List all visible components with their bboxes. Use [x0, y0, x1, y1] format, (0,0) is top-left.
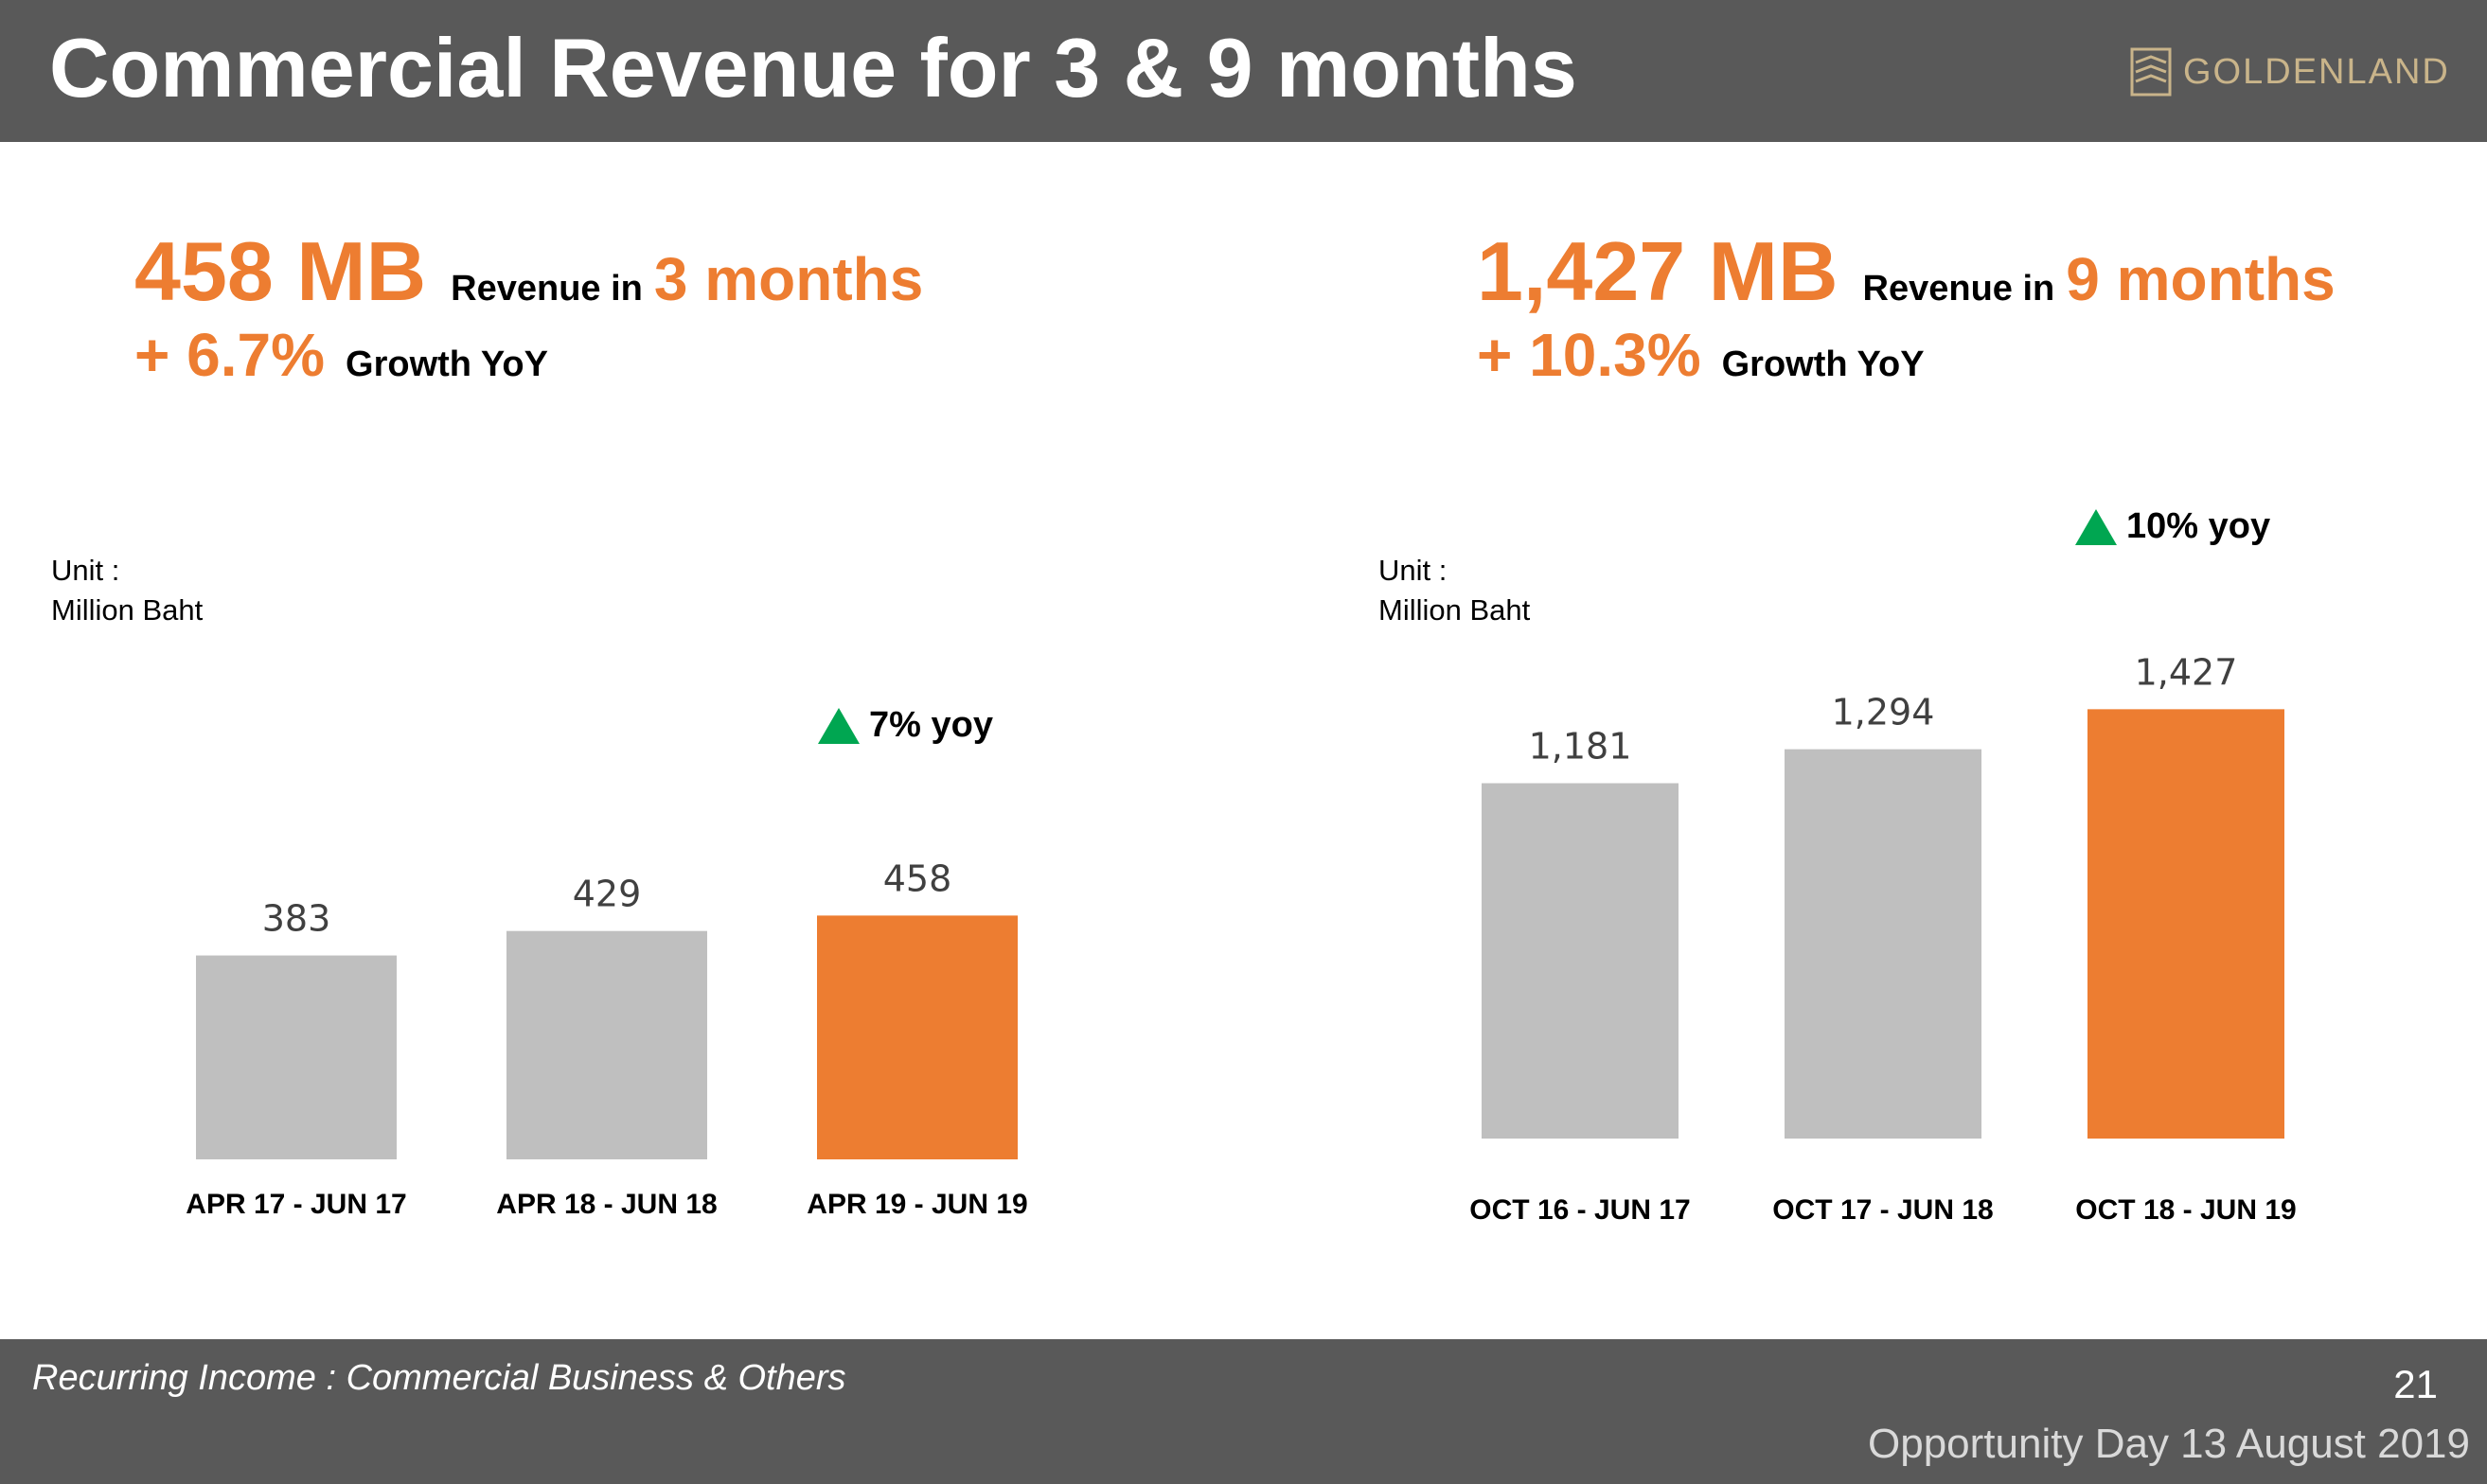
kpi-9m-label: Revenue in: [1862, 269, 2055, 309]
kpi-9m-growth-label: Growth YoY: [1721, 344, 1925, 384]
kpi-3m-growth: + 6.7%: [134, 321, 326, 389]
unit-right-line1: Unit :: [1378, 554, 1448, 587]
kpi-3-months: 458 MB Revenue in 3 months + 6.7% Growth…: [134, 223, 923, 390]
bar: [506, 930, 707, 1159]
category-label: OCT 17 - JUN 18: [1772, 1194, 1993, 1226]
footer-section-label: Recurring Income : Commercial Business &…: [32, 1358, 846, 1398]
data-label: 1,181: [1529, 726, 1632, 768]
kpi-3m-period: 3 months: [653, 245, 924, 313]
up-arrow-icon: [2075, 508, 2117, 545]
bar: [2087, 709, 2284, 1139]
category-label: APR 17 - JUN 17: [186, 1189, 406, 1220]
header-bar: Commercial Revenue for 3 & 9 months GOLD…: [0, 0, 2487, 142]
category-label: OCT 16 - JUN 17: [1469, 1194, 1690, 1226]
kpi-9m-growth: + 10.3%: [1477, 321, 1701, 389]
bar: [1785, 749, 1981, 1139]
kpi-9m-value: 1,427 MB: [1477, 224, 1839, 318]
kpi-3m-growth-label: Growth YoY: [346, 344, 548, 384]
data-label: 1,427: [2135, 651, 2238, 693]
data-label: 429: [573, 874, 642, 915]
bar: [196, 955, 397, 1159]
kpi-3m-value: 458 MB: [134, 224, 427, 318]
category-label: APR 19 - JUN 19: [807, 1189, 1027, 1220]
bar: [1482, 783, 1679, 1139]
goldenland-logo-icon: [2130, 47, 2172, 97]
yoy-indicator-left: 7% yoy: [818, 705, 993, 746]
kpi-3m-label: Revenue in: [451, 269, 643, 309]
yoy-left-text: 7% yoy: [869, 705, 993, 745]
footer-bar: Recurring Income : Commercial Business &…: [0, 1339, 2487, 1484]
up-arrow-icon: [818, 707, 860, 744]
bar-chart-1: 383 APR 17 - JUN 17 429 APR 18 - JUN 18 458 A…: [186, 857, 1027, 1220]
yoy-right-text: 10% yoy: [2126, 506, 2271, 546]
category-label: OCT 18 - JUN 19: [2075, 1194, 2296, 1226]
kpi-9-months: 1,427 MB Revenue in 9 months + 10.3% Gro…: [1477, 223, 2336, 390]
goldenland-logo: GOLDENLAND: [2130, 45, 2450, 98]
category-label: APR 18 - JUN 18: [496, 1189, 717, 1220]
page-number: 21: [2393, 1362, 2438, 1406]
logo-text: GOLDENLAND: [2183, 51, 2450, 92]
bar: [817, 915, 1018, 1159]
yoy-indicator-right: 10% yoy: [2075, 506, 2270, 547]
footer-event-date: Opportunity Day 13 August 2019: [1868, 1421, 2470, 1467]
unit-right-line2: Million Baht: [1378, 593, 1531, 627]
data-label: 458: [883, 857, 952, 899]
page-title: Commercial Revenue for 3 & 9 months: [49, 21, 1577, 115]
unit-left-line2: Million Baht: [51, 593, 204, 627]
data-label: 1,294: [1832, 692, 1935, 733]
unit-left-line1: Unit :: [51, 554, 120, 587]
unit-label-right: Unit : Million Baht: [1378, 551, 1530, 630]
data-label: 383: [262, 898, 331, 940]
kpi-9m-period: 9 months: [2066, 245, 2336, 313]
bar-chart-2: 1,181 OCT 16 - JUN 17 1,294 OCT 17 - JUN 18…: [1469, 651, 2296, 1226]
unit-label-left: Unit : Million Baht: [51, 551, 203, 630]
